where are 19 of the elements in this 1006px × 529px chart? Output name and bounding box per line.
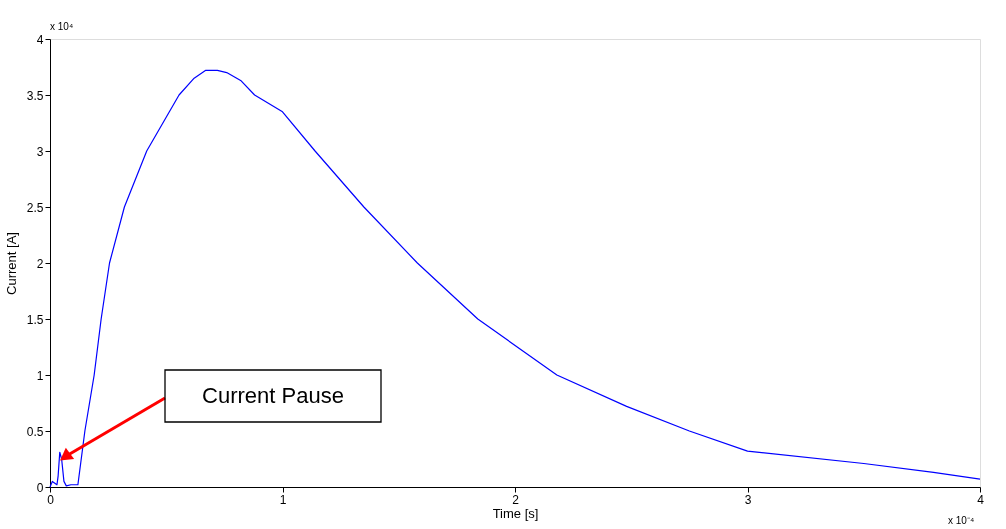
text: x 10⁴ (50, 21, 74, 32)
x-axis-title: Time [s] (492, 505, 539, 521)
y-tick-label: 2.5 (26, 200, 44, 215)
x-tick-label: 1 (279, 492, 287, 507)
y-axis-title: Current [A] (3, 232, 19, 295)
y-tick-label: 2 (36, 256, 44, 271)
y-tick-label: 3 (36, 144, 44, 159)
y-tick-label: 0.5 (26, 424, 44, 439)
y-tick-label: 0 (36, 480, 44, 495)
y-tick-label: 4 (36, 32, 44, 47)
y-tick-label: 3.5 (26, 88, 44, 103)
x-tick-label: 2 (512, 492, 520, 507)
y-tick-label: 1 (36, 368, 44, 383)
x-tick-label: 4 (977, 492, 985, 507)
text: x 10⁻⁴ (948, 515, 975, 526)
annotation: Current Pause (202, 383, 344, 408)
x-tick-label: 0 (47, 492, 55, 507)
y-tick-label: 1.5 (26, 312, 44, 327)
x-tick-label: 3 (744, 492, 752, 507)
